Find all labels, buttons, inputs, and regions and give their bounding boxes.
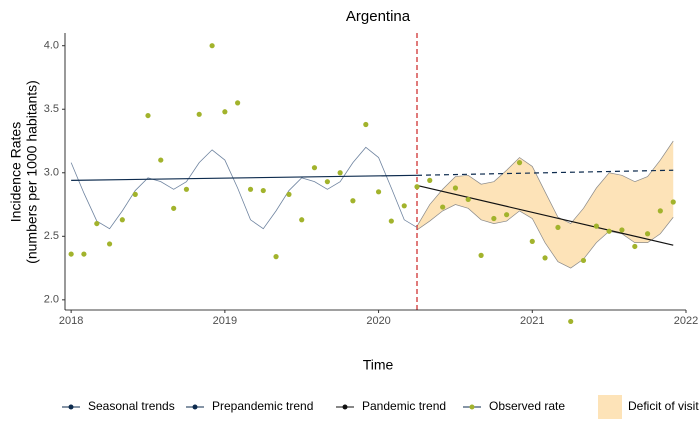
- observed-point: [670, 199, 676, 205]
- x-axis-title: Time: [363, 357, 394, 373]
- observed-point: [68, 251, 74, 257]
- observed-point: [337, 170, 343, 176]
- observed-point: [401, 203, 407, 209]
- observed-point: [478, 252, 484, 258]
- observed-point: [568, 318, 574, 325]
- trend-line: [70, 146, 418, 230]
- y-tick-label: 3.5: [44, 103, 59, 115]
- observed-point: [452, 185, 459, 191]
- y-tick-label: 3.0: [44, 167, 59, 179]
- observed-point: [106, 241, 113, 247]
- observed-point: [593, 223, 599, 229]
- legend-symbol: [68, 404, 74, 410]
- legend-label: Observed rate: [489, 399, 565, 413]
- observed-point: [183, 186, 190, 192]
- y-tick-label: 2.5: [44, 230, 59, 242]
- legend-symbol: [192, 404, 198, 410]
- x-tick-label: 2020: [366, 315, 390, 327]
- observed-point: [542, 255, 548, 261]
- observed-point: [119, 217, 125, 223]
- band-edge: [416, 140, 674, 227]
- observed-point: [427, 177, 433, 183]
- observed-point: [363, 121, 369, 128]
- observed-point: [375, 189, 382, 195]
- trend-line: [71, 174, 418, 181]
- observed-point: [619, 227, 625, 233]
- observed-point: [491, 215, 497, 222]
- observed-point: [311, 165, 318, 171]
- legend-label: Seasonal trends: [88, 399, 175, 413]
- x-tick-label: 2021: [520, 315, 544, 327]
- observed-point: [94, 220, 100, 227]
- observed-point: [299, 217, 305, 223]
- legend-label: Deficit of visit: [628, 399, 699, 413]
- y-tick-label: 4.0: [44, 40, 59, 52]
- observed-point: [555, 224, 561, 231]
- observed-point: [247, 186, 254, 192]
- observed-point: [440, 204, 446, 210]
- legend-symbol: [342, 404, 348, 410]
- band-edge: [416, 204, 674, 269]
- x-tick-label: 2022: [674, 315, 698, 327]
- observed-point: [171, 205, 177, 211]
- observed-point: [196, 111, 202, 117]
- observed-point: [632, 243, 638, 250]
- observed-point: [504, 212, 510, 218]
- x-tick-label: 2018: [59, 315, 83, 327]
- observed-point: [644, 231, 651, 237]
- observed-point: [81, 251, 87, 257]
- observed-point: [516, 160, 523, 166]
- observed-point: [657, 208, 663, 214]
- observed-point: [145, 112, 151, 119]
- legend-symbol: [469, 404, 475, 410]
- observed-point: [260, 187, 266, 194]
- observed-point: [606, 228, 612, 234]
- deficit-band: [417, 141, 674, 269]
- observed-point: [350, 198, 356, 204]
- observed-point: [324, 179, 330, 185]
- y-axis-title: Incidence Rates: [8, 122, 24, 222]
- observed-point: [158, 157, 164, 163]
- trend-projection: [416, 169, 674, 176]
- observed-point: [529, 238, 535, 244]
- observed-point: [132, 191, 138, 197]
- trend-line: [416, 184, 674, 246]
- legend-label: Pandemic trend: [362, 399, 446, 413]
- chart-title: Argentina: [346, 8, 411, 25]
- legend-symbol: [598, 395, 622, 419]
- observed-point: [414, 184, 420, 190]
- legend-label: Prepandemic trend: [212, 399, 313, 413]
- observed-point: [465, 196, 471, 203]
- y-axis-title: (numbers per 1000 habitants): [24, 80, 40, 264]
- y-tick-label: 2.0: [44, 294, 59, 306]
- observed-point: [209, 43, 215, 49]
- x-tick-label: 2019: [213, 315, 237, 327]
- observed-point: [580, 257, 587, 264]
- observed-point: [286, 191, 292, 197]
- observed-point: [388, 218, 394, 224]
- observed-point: [235, 100, 241, 106]
- observed-point: [222, 109, 228, 115]
- observed-point: [273, 254, 279, 260]
